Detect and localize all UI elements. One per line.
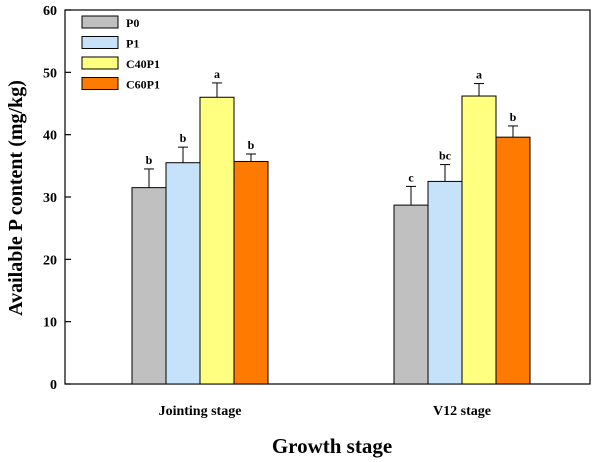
y-axis-label: Available P content (mg/kg) <box>5 80 27 316</box>
legend-swatch <box>81 36 119 49</box>
y-tick-label: 60 <box>43 4 57 19</box>
significance-label: c <box>408 170 414 184</box>
legend-swatch <box>81 77 119 90</box>
y-tick-label: 0 <box>50 378 57 393</box>
bar <box>199 96 235 385</box>
legend-label: C60P1 <box>126 78 160 92</box>
significance-label: bc <box>439 149 452 163</box>
x-tick-label: Jointing stage <box>159 404 242 419</box>
legend: P0 P1 C40P1 C60P1 <box>81 15 160 92</box>
legend-label: C40P1 <box>126 57 160 71</box>
significance-label: b <box>510 110 517 124</box>
legend-label: P1 <box>126 37 139 51</box>
significance-label: b <box>146 153 153 167</box>
bar <box>427 180 463 385</box>
significance-label: a <box>214 67 220 81</box>
significance-label: b <box>248 138 255 152</box>
bar <box>131 187 167 385</box>
y-tick-label: 40 <box>43 129 57 144</box>
y-tick-label: 20 <box>43 253 57 268</box>
bar <box>165 162 201 385</box>
bar <box>393 204 429 385</box>
y-tick-label: 10 <box>43 316 57 331</box>
bar <box>461 95 497 385</box>
y-tick-label: 30 <box>43 191 57 206</box>
legend-swatch <box>81 15 119 29</box>
x-tick-label: V12 stage <box>433 404 491 419</box>
legend-label: P0 <box>126 16 139 30</box>
significance-label: b <box>180 131 187 145</box>
y-tick-label: 50 <box>43 66 57 81</box>
significance-label: a <box>476 68 482 82</box>
x-axis-label: Growth stage <box>272 434 392 458</box>
bar <box>233 160 269 385</box>
legend-swatch <box>81 56 119 70</box>
axes: 0 10 20 30 40 50 60 Jointing stage V12 stage <box>43 4 591 419</box>
bar <box>495 136 531 385</box>
